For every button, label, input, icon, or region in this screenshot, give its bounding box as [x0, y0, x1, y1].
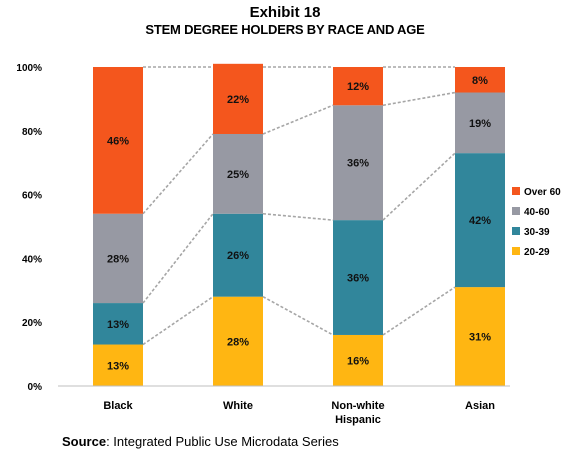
data-label: 28% [227, 336, 249, 348]
legend-label: 20-29 [524, 247, 550, 258]
data-label: 19% [469, 118, 491, 130]
connector-line [382, 286, 456, 336]
bar-segment-over-60-1 [213, 63, 263, 134]
data-label: 26% [227, 250, 249, 262]
bar-segment-20-29-2 [333, 334, 383, 386]
bar-segment-20-29-1 [213, 296, 263, 386]
connector-line [382, 152, 456, 221]
legend-swatch [512, 247, 520, 255]
data-label: 31% [469, 332, 491, 344]
legend-swatch [512, 227, 520, 235]
legend-swatch [512, 187, 520, 195]
bar-segment-30-39-3 [455, 153, 505, 288]
x-category-label: Black [103, 400, 133, 412]
x-category-label: White [223, 400, 253, 412]
bar-segment-40-60-1 [213, 133, 263, 214]
y-tick-label: 0% [28, 382, 43, 393]
data-label: 12% [347, 81, 369, 93]
x-category-label: Non-white [331, 400, 384, 412]
data-label: 8% [472, 75, 488, 87]
y-tick-label: 40% [22, 254, 42, 265]
bar-segment-30-39-1 [213, 213, 263, 297]
source-label: Source [62, 434, 107, 449]
legend-label: 40-60 [524, 207, 550, 218]
data-label: 13% [107, 360, 129, 372]
data-label: 36% [347, 273, 369, 285]
bar-segment-over-60-0 [93, 67, 143, 214]
y-tick-label: 80% [22, 127, 42, 138]
bar-segment-30-39-0 [93, 303, 143, 345]
bar-segment-20-29-3 [455, 287, 505, 386]
bar-segment-20-29-0 [93, 344, 143, 386]
legend-label: Over 60 [524, 187, 561, 198]
connector-line [262, 104, 334, 135]
data-label: 16% [347, 355, 369, 367]
bar-segment-over-60-3 [455, 67, 505, 93]
legend-label: 30-39 [524, 227, 550, 238]
y-tick-label: 20% [22, 318, 42, 329]
bar-segment-40-60-3 [455, 92, 505, 154]
connector-line [142, 213, 214, 304]
bar-segment-30-39-2 [333, 220, 383, 335]
data-label: 36% [347, 158, 369, 170]
legend-swatch [512, 207, 520, 215]
data-label: 22% [227, 94, 249, 106]
connector-line [262, 212, 334, 221]
source-note: Source: Integrated Public Use Microdata … [62, 434, 339, 449]
connector-line [262, 295, 334, 336]
bar-segment-over-60-2 [333, 67, 383, 106]
data-label: 25% [227, 169, 249, 181]
data-label: 28% [107, 253, 129, 265]
source-text: : Integrated Public Use Microdata Series [106, 434, 339, 449]
y-tick-label: 60% [22, 191, 42, 202]
data-label: 46% [107, 135, 129, 147]
bar-segment-40-60-0 [93, 213, 143, 304]
x-category-label: Asian [465, 400, 495, 412]
data-label: 13% [107, 319, 129, 331]
exhibit-label: Exhibit 18 [249, 4, 321, 21]
bar-segment-40-60-2 [333, 105, 383, 221]
y-tick-label: 100% [16, 63, 42, 74]
x-category-label: Hispanic [335, 414, 381, 426]
connector-line [142, 296, 214, 346]
chart-title: STEM DEGREE HOLDERS BY RACE AND AGE [145, 22, 425, 37]
connector-line [142, 133, 214, 215]
data-label: 42% [469, 215, 491, 227]
connector-line [382, 91, 456, 107]
